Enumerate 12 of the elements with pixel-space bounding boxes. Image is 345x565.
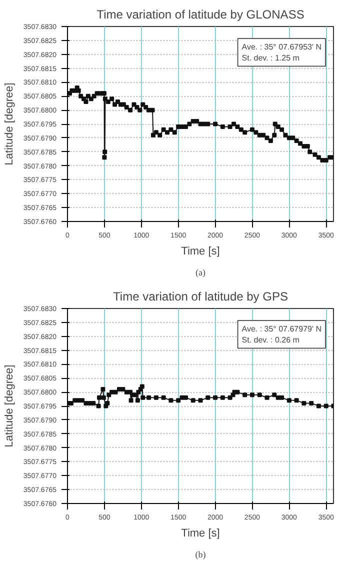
annotation: Ave. : 35° 07.67953' N <box>242 42 322 52</box>
y-axis-title: Latitude [degree] <box>3 82 16 166</box>
y-axis-title: Latitude [degree] <box>3 364 16 448</box>
text: (a) <box>196 268 206 278</box>
annotation: St. dev. : 0.26 m <box>242 335 300 344</box>
text: (b) <box>195 550 206 560</box>
chart-title: Time variation of latitude by GLONASS <box>96 8 304 22</box>
annotation: St. dev. : 1.25 m <box>242 53 300 62</box>
x-axis-title: Time [s] <box>181 528 220 540</box>
chart-title: Time variation of latitude by GPS <box>113 290 288 304</box>
annotation: Ave. : 35° 07.67979' N <box>242 324 322 334</box>
x-axis-title: Time [s] <box>181 246 220 258</box>
